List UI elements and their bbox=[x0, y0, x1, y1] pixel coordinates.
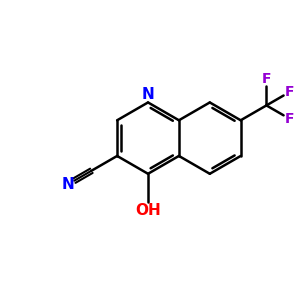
Text: F: F bbox=[285, 112, 294, 126]
Text: F: F bbox=[285, 85, 294, 99]
Text: N: N bbox=[142, 87, 154, 102]
Text: F: F bbox=[262, 72, 271, 86]
Text: N: N bbox=[62, 177, 75, 192]
Text: OH: OH bbox=[135, 203, 161, 218]
